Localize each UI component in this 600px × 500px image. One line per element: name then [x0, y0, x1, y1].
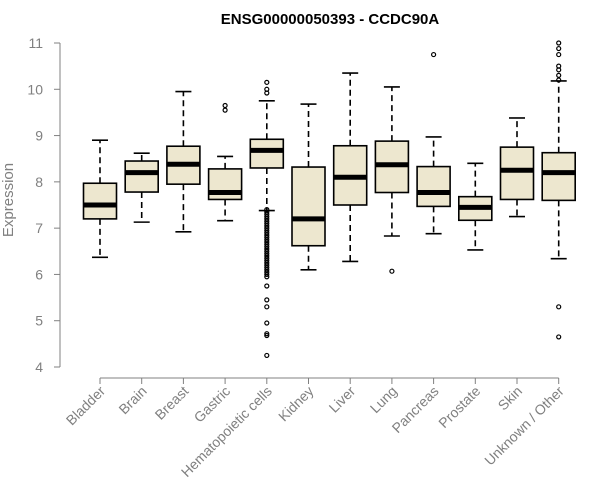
y-tick-label: 8: [35, 174, 43, 190]
outlier-point: [264, 304, 270, 310]
x-tick-label: Kidney: [275, 383, 317, 425]
x-tick-label: Bladder: [63, 383, 109, 429]
outlier-point: [264, 90, 270, 96]
outlier-point: [264, 264, 270, 271]
outlier-point: [264, 248, 270, 254]
box-iqr: [82, 182, 118, 220]
box-group: [124, 152, 159, 223]
outlier-point: [556, 304, 562, 310]
outlier-point: [264, 320, 270, 326]
outlier-point: [556, 40, 562, 46]
outlier-point: [222, 107, 228, 113]
plot-area: [82, 40, 577, 359]
x-tick-label: Skin: [495, 383, 526, 414]
outlier-point: [264, 274, 270, 280]
outlier-point: [264, 246, 270, 252]
y-tick-label: 11: [28, 35, 43, 51]
outlier-point: [264, 332, 270, 339]
x-tick-label: Liver: [326, 383, 359, 416]
x-tick-label: Prostate: [435, 383, 483, 431]
box-iqr: [541, 151, 577, 202]
outlier-point: [222, 102, 228, 109]
outlier-point: [264, 209, 270, 215]
box-group: [166, 90, 201, 233]
box-iqr: [249, 138, 285, 169]
outlier-point: [264, 232, 270, 238]
chart-title: ENSG00000050393 - CCDC90A: [221, 11, 440, 28]
outlier-point: [264, 213, 270, 220]
outlier-point: [556, 77, 562, 83]
outlier-point: [264, 283, 270, 289]
outlier-point: [264, 260, 270, 266]
box-group: [291, 103, 326, 271]
box-group: [249, 79, 285, 359]
outlier-point: [264, 237, 270, 243]
outlier-point: [556, 51, 562, 58]
outlier-point: [264, 239, 270, 245]
y-axis: 4 5 6 7 8 9 10 11: [27, 35, 61, 375]
outlier-point: [264, 234, 270, 240]
x-tick-label: Lung: [367, 383, 400, 416]
outlier-point: [264, 223, 270, 229]
outlier-point: [264, 220, 270, 227]
y-tick-label: 5: [35, 313, 43, 329]
y-tick-label: 10: [27, 81, 43, 97]
y-tick-label: 9: [35, 128, 43, 144]
box-group: [207, 102, 243, 222]
box-group: [82, 139, 118, 259]
outlier-point: [264, 253, 270, 259]
outlier-point: [556, 67, 562, 73]
outlier-point: [264, 255, 270, 261]
box-group: [541, 40, 577, 340]
outlier-point: [556, 45, 562, 52]
box-iqr: [499, 146, 535, 201]
box-group: [499, 117, 535, 218]
outlier-point: [264, 257, 270, 264]
outlier-point: [264, 241, 270, 247]
outlier-point: [264, 79, 270, 85]
outlier-point: [264, 352, 270, 359]
outlier-point: [264, 227, 270, 234]
outlier-point: [264, 230, 270, 236]
y-tick-label: 4: [35, 359, 43, 375]
box-group: [416, 51, 451, 235]
y-axis-label: Expression: [0, 163, 17, 237]
outlier-point: [556, 334, 562, 340]
outlier-point: [264, 251, 270, 257]
box-group: [457, 162, 493, 251]
x-tick-label: Breast: [152, 383, 192, 423]
outlier-point: [264, 218, 270, 224]
y-tick-label: 7: [35, 220, 43, 236]
outlier-point: [389, 268, 395, 274]
outlier-point: [264, 331, 270, 337]
outlier-point: [264, 297, 270, 303]
box-group: [332, 72, 368, 263]
box-iqr: [416, 165, 451, 208]
outlier-point: [264, 211, 270, 217]
outlier-point: [264, 262, 270, 268]
outlier-point: [264, 216, 270, 222]
outlier-point: [556, 72, 562, 79]
outlier-point: [264, 207, 270, 213]
outlier-point: [264, 267, 270, 273]
x-tick-label: Unknown / Other: [481, 383, 567, 469]
box-iqr: [291, 166, 326, 247]
box-group: [374, 86, 410, 274]
x-tick-label: Brain: [115, 383, 149, 417]
outlier-point: [264, 244, 270, 250]
outlier-point: [264, 269, 270, 275]
outlier-point: [431, 51, 437, 58]
box-iqr: [124, 160, 159, 193]
outlier-point: [264, 225, 270, 231]
outlier-point: [264, 271, 270, 278]
y-tick-label: 6: [35, 266, 43, 282]
